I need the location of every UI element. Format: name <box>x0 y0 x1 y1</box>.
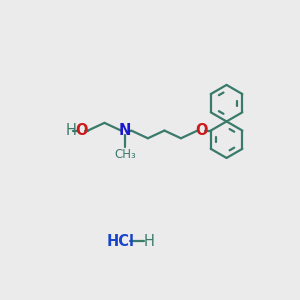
Text: O: O <box>195 123 208 138</box>
Text: O: O <box>75 123 88 138</box>
Text: HCl: HCl <box>106 234 135 249</box>
Text: H: H <box>144 234 155 249</box>
Text: N: N <box>118 123 131 138</box>
Text: H: H <box>66 123 76 138</box>
Text: CH₃: CH₃ <box>114 148 136 161</box>
